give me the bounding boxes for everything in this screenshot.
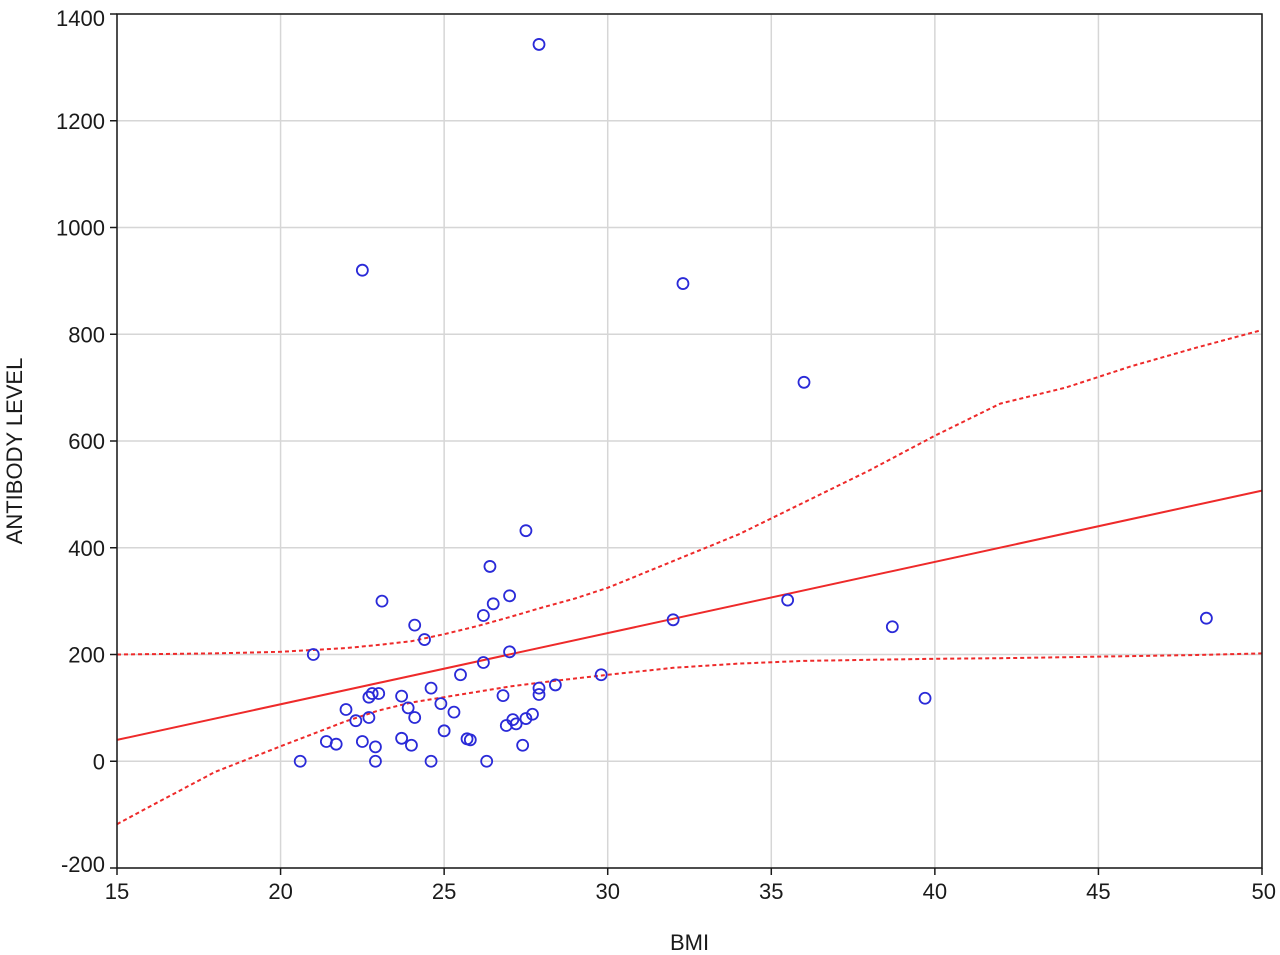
data-point [676, 277, 690, 290]
y-tick-label: 400 [68, 536, 105, 561]
data-point [463, 733, 477, 747]
x-tick-label: 25 [432, 879, 456, 904]
data-point [885, 620, 899, 634]
data-point [365, 687, 379, 700]
data-point [483, 560, 497, 573]
data-point [434, 697, 448, 711]
data-point [519, 524, 533, 538]
data-point [369, 740, 382, 754]
y-tick-label: -200 [61, 852, 105, 877]
data-point [408, 618, 422, 632]
data-point [447, 705, 461, 719]
data-point [424, 681, 438, 695]
y-tick-label: 0 [93, 749, 105, 774]
fit-line [116, 489, 1263, 741]
data-point [516, 738, 530, 752]
data-point [918, 691, 932, 705]
y-tick-label: 200 [68, 643, 105, 668]
data-point [496, 689, 510, 702]
data-point [1199, 611, 1213, 625]
data-point [476, 656, 490, 669]
data-point [349, 714, 363, 728]
data-point [418, 633, 431, 646]
data-point [355, 735, 369, 748]
data-point [375, 594, 389, 608]
x-tick-label: 35 [759, 879, 783, 904]
y-tick-label: 1200 [56, 109, 105, 134]
data-points [293, 38, 1213, 768]
x-axis-title: BMI [670, 930, 709, 955]
data-point [480, 754, 494, 768]
data-point [509, 717, 523, 731]
x-tick-label: 45 [1086, 879, 1110, 904]
y-tick-label: 1400 [56, 6, 105, 31]
data-point [395, 689, 409, 703]
data-point [339, 703, 353, 716]
data-point [369, 754, 382, 768]
data-point [519, 712, 533, 725]
x-tick-label: 20 [268, 879, 292, 904]
data-point [548, 678, 562, 692]
data-point [781, 593, 795, 607]
data-point [532, 681, 546, 695]
data-point [293, 754, 307, 768]
lower-confidence-line [116, 652, 1263, 826]
data-point [532, 38, 546, 51]
data-point [401, 701, 415, 715]
data-point [594, 668, 608, 682]
data-point [437, 724, 451, 738]
data-point [526, 707, 539, 721]
regression-line [116, 489, 1263, 741]
data-point [476, 609, 490, 622]
axis-ticks: 15 20 25 30 35 40 45 50 -200 0 200 400 600 800 1000 120… [56, 6, 1276, 904]
data-point [395, 731, 409, 745]
data-point [666, 613, 680, 627]
y-tick-label: 600 [68, 429, 105, 454]
y-tick-label: 800 [68, 322, 105, 347]
data-point [372, 687, 386, 700]
x-tick-label: 50 [1252, 879, 1276, 904]
data-point [362, 711, 376, 724]
grid-lines [116, 13, 1263, 869]
data-point [503, 589, 516, 603]
y-tick-label: 1000 [56, 216, 105, 241]
data-point [503, 645, 516, 659]
data-point [454, 668, 467, 682]
x-tick-label: 15 [105, 879, 129, 904]
data-point [405, 738, 418, 752]
data-point [355, 263, 369, 277]
data-point [797, 375, 811, 389]
y-axis-title: ANTIBODY LEVEL [2, 358, 27, 545]
data-point [306, 648, 320, 661]
x-tick-label: 40 [923, 879, 947, 904]
data-point [532, 688, 546, 701]
x-tick-label: 30 [595, 879, 619, 904]
data-point [408, 711, 422, 724]
data-point [329, 737, 343, 751]
upper-confidence-line [116, 329, 1263, 656]
data-point [486, 597, 500, 611]
confidence-band [116, 329, 1263, 826]
data-point [424, 754, 438, 768]
